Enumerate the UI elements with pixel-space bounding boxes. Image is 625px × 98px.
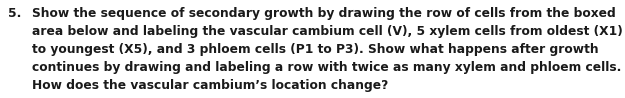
Text: How does the vascular cambium’s location change?: How does the vascular cambium’s location…: [32, 79, 389, 92]
Text: continues by drawing and labeling a row with twice as many xylem and phloem cell: continues by drawing and labeling a row …: [32, 61, 622, 74]
Text: Show the sequence of secondary growth by drawing the row of cells from the boxed: Show the sequence of secondary growth by…: [32, 7, 616, 20]
Text: area below and labeling the vascular cambium cell (V), 5 xylem cells from oldest: area below and labeling the vascular cam…: [32, 25, 623, 38]
Text: to youngest (X5), and 3 phloem cells (P1 to P3). Show what happens after growth: to youngest (X5), and 3 phloem cells (P1…: [32, 43, 599, 56]
Text: 5.: 5.: [8, 7, 21, 20]
